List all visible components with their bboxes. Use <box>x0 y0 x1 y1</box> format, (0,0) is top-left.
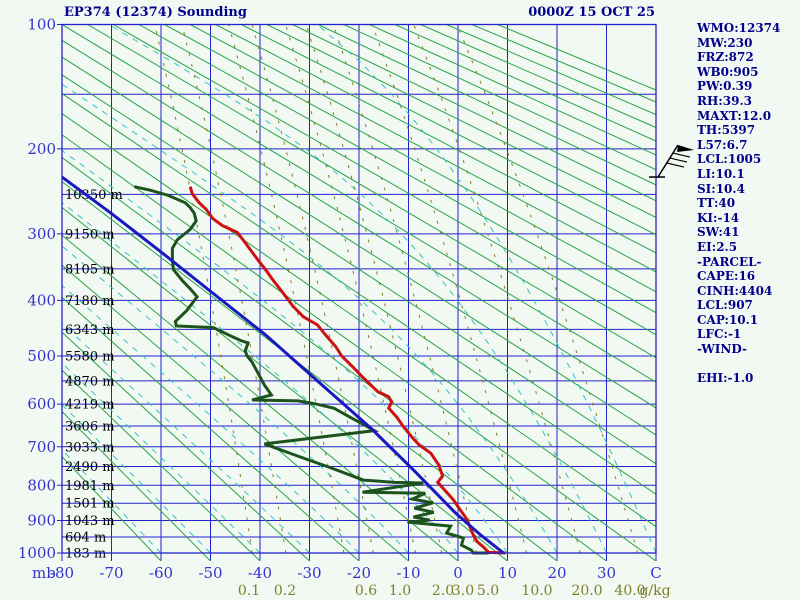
index-line: WB0:905 <box>697 64 759 79</box>
dewpoint-trace <box>133 185 489 555</box>
altitude-label: 8105 m <box>65 262 115 277</box>
mixing-ratio-tick-label: 10.0 <box>521 583 552 599</box>
temperature-tick-label: C <box>650 564 661 582</box>
temperature-tick-label: -70 <box>99 564 123 582</box>
altitude-label: 3033 m <box>65 440 115 455</box>
index-line: WMO:12374 <box>697 21 781 35</box>
altitude-label: 1043 m <box>65 514 115 529</box>
mixing-ratio-tick-label: 2.0 <box>432 583 454 599</box>
index-line: EI:2.5 <box>697 239 738 254</box>
index-line: LFC:-1 <box>697 327 742 342</box>
altitude-label: 9150 m <box>65 227 115 242</box>
altitude-label: 3606 m <box>65 420 115 435</box>
mixing-ratio-tick-label: 0.1 <box>238 583 260 599</box>
temperature-tick-label: -80 <box>50 564 74 582</box>
index-line: TH:5397 <box>697 123 756 138</box>
mixing-ratio-tick-label: 0.6 <box>355 583 377 599</box>
index-line: CINH:4404 <box>697 283 773 298</box>
altitude-label: 1501 m <box>65 497 115 512</box>
dry-adiabat-lines <box>62 24 656 561</box>
index-line: FRZ:872 <box>697 50 754 65</box>
index-line: CAPE:16 <box>697 269 756 284</box>
temperature-tick-label: 0 <box>453 564 463 582</box>
index-line: EHI:-1.0 <box>697 371 754 386</box>
index-line: LCL:1005 <box>697 152 762 167</box>
indices-panel: WMO:12374 MW:230 FRZ:872 WB0:905 PW:0.39 RH:3… <box>697 21 797 386</box>
index-line: TT:40 <box>697 196 736 211</box>
index-line: LCL:907 <box>697 298 753 313</box>
altitude-label: 183 m <box>65 547 106 562</box>
altitude-label: 7180 m <box>65 294 115 309</box>
mixing-ratio-tick-label: 0.2 <box>274 583 296 599</box>
temperature-tick-label: -50 <box>198 564 222 582</box>
gkg-unit-label: g/kg <box>639 583 670 599</box>
index-line: LI:10.1 <box>697 166 745 181</box>
temperature-tick-label: -20 <box>347 564 371 582</box>
temperature-tick-label: 30 <box>597 564 616 582</box>
parcel-trace <box>62 175 505 555</box>
wind-barb-icon <box>649 144 694 178</box>
pressure-tick-label: 300 <box>27 225 56 243</box>
index-line-blank <box>697 357 797 372</box>
pressure-tick-label: 100 <box>27 16 56 34</box>
index-line: PW:0.39 <box>697 79 753 94</box>
altitude-label: 4219 m <box>65 398 115 413</box>
index-line: MW:230 <box>697 35 753 50</box>
mixing-ratio-lines <box>154 24 639 553</box>
index-line: CAP:10.1 <box>697 312 759 327</box>
moist-adiabat-lines <box>62 24 656 553</box>
altitude-label: 2490 m <box>65 460 115 475</box>
temperature-axis-labels: mb-80 -70 -60 -50 -40 -30 -20 -10 0 10 20 30 C <box>32 564 662 582</box>
mixing-ratio-tick-label: 1.0 <box>389 583 411 599</box>
index-line: L57:6.7 <box>697 137 748 152</box>
index-line: SW:41 <box>697 225 740 240</box>
pressure-tick-label: 600 <box>27 395 56 413</box>
temperature-trace <box>188 186 506 555</box>
pressure-tick-label: 800 <box>27 476 56 494</box>
plot-frame <box>61 23 657 554</box>
index-line: SI:10.4 <box>697 181 745 196</box>
pressure-tick-label: 700 <box>27 438 56 456</box>
altitude-label: 604 m <box>65 531 106 546</box>
temperature-tick-label: 20 <box>547 564 566 582</box>
mb-unit-label: mb <box>32 564 56 582</box>
pressure-tick-label: 200 <box>27 140 56 158</box>
altitude-label: 5580 m <box>65 349 115 364</box>
temperature-tick-label: -40 <box>248 564 272 582</box>
chart-datetime: 0000Z 15 OCT 25 <box>528 5 655 20</box>
pressure-tick-label: 1000 <box>18 544 56 562</box>
index-line: KI:-14 <box>697 210 740 225</box>
temperature-tick-label: -60 <box>149 564 173 582</box>
index-line: RH:39.3 <box>697 93 752 108</box>
mixing-ratio-tick-label: 5.0 <box>477 583 499 599</box>
index-line: -PARCEL- <box>697 254 762 269</box>
mixing-ratio-tick-label: 40.0 <box>614 583 645 599</box>
temperature-tick-label: -10 <box>396 564 420 582</box>
pressure-tick-label: 400 <box>27 291 56 309</box>
altitude-label: 1981 m <box>65 479 115 494</box>
temperature-tick-label: -30 <box>297 564 321 582</box>
chart-title: EP374 (12374) Sounding <box>64 5 247 20</box>
temperature-tick-label: 10 <box>498 564 517 582</box>
altitude-label: 6343 m <box>65 323 115 338</box>
pressure-axis-labels: 100 200 300 400 500 600 700 800 900 1000 <box>18 16 56 563</box>
index-line: -WIND- <box>697 342 747 357</box>
mixing-ratio-tick-label: 20.0 <box>571 583 602 599</box>
mixing-ratio-tick-label: 3.0 <box>452 583 474 599</box>
altitude-label: 4870 m <box>65 374 115 389</box>
mixing-ratio-labels: 0.1 0.2 0.6 1.0 2.03.0 5.0 10.0 20.0 40.0g/kg <box>238 583 671 599</box>
pressure-tick-label: 900 <box>27 511 56 529</box>
pressure-tick-label: 500 <box>27 347 56 365</box>
index-line: MAXT:12.0 <box>697 108 772 123</box>
